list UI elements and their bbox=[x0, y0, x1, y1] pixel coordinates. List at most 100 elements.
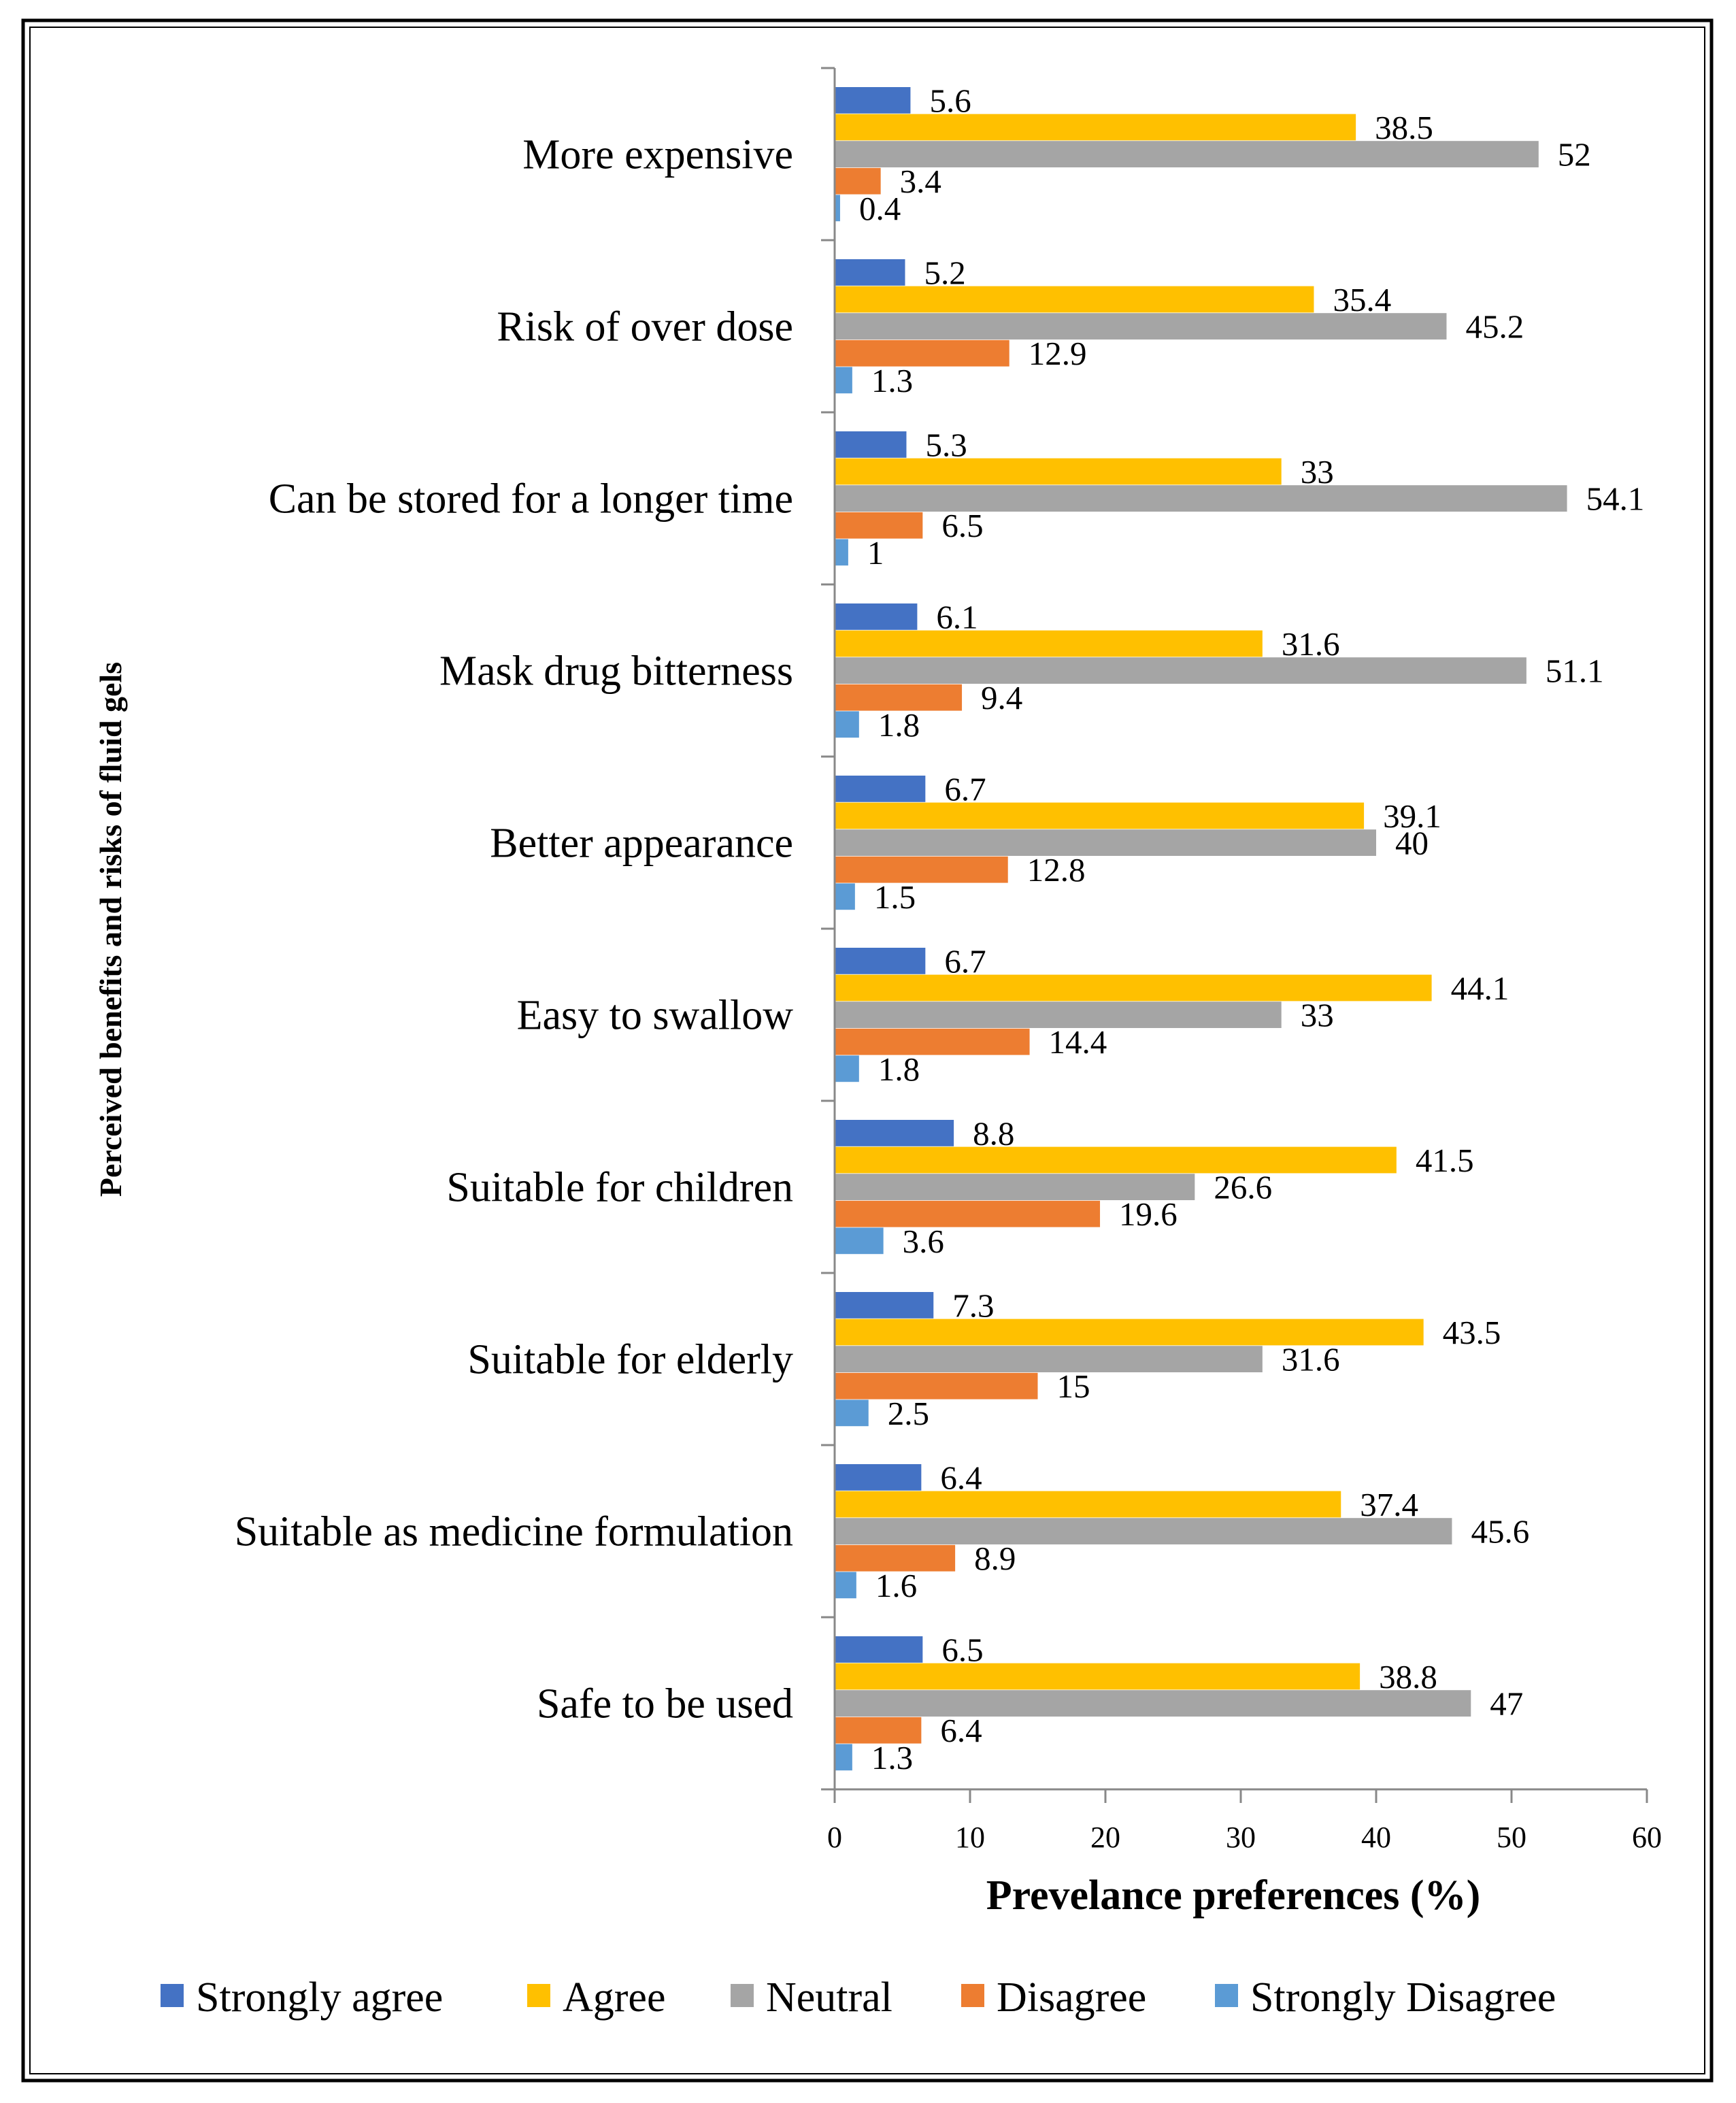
bar-4-2 bbox=[835, 539, 848, 566]
bar-3-6 bbox=[835, 1200, 1101, 1227]
legend-swatch-4 bbox=[1215, 1984, 1238, 2007]
x-tick-label-6: 60 bbox=[1632, 1821, 1662, 1854]
data-label-2-4: 40 bbox=[1395, 825, 1429, 862]
bar-0-7 bbox=[835, 1292, 934, 1319]
bar-2-8 bbox=[835, 1518, 1452, 1544]
data-label-2-0: 52 bbox=[1558, 136, 1591, 173]
data-label-3-8: 8.9 bbox=[974, 1540, 1016, 1577]
bar-3-8 bbox=[835, 1544, 956, 1572]
legend-swatch-3 bbox=[961, 1984, 984, 2007]
data-label-4-1: 1.3 bbox=[871, 362, 913, 399]
category-label-4: Better appearance bbox=[490, 821, 793, 867]
data-label-1-4: 39.1 bbox=[1383, 797, 1441, 835]
bar-2-2 bbox=[835, 485, 1567, 512]
data-label-2-5: 33 bbox=[1301, 997, 1334, 1034]
bar-4-5 bbox=[835, 1055, 859, 1082]
bar-4-8 bbox=[835, 1572, 856, 1599]
bar-4-0 bbox=[835, 195, 840, 222]
data-label-4-8: 1.6 bbox=[875, 1567, 917, 1604]
bar-1-4 bbox=[835, 802, 1365, 829]
data-label-4-5: 1.8 bbox=[878, 1050, 920, 1088]
data-label-0-3: 6.1 bbox=[936, 598, 978, 635]
category-label-1: Risk of over dose bbox=[497, 304, 793, 350]
data-label-3-7: 15 bbox=[1057, 1368, 1090, 1405]
data-label-1-7: 43.5 bbox=[1443, 1314, 1501, 1351]
data-label-0-6: 8.8 bbox=[973, 1114, 1014, 1152]
bar-0-5 bbox=[835, 948, 926, 974]
bar-3-9 bbox=[835, 1717, 922, 1744]
data-label-0-4: 6.7 bbox=[944, 770, 986, 808]
data-label-4-9: 1.3 bbox=[871, 1739, 913, 1776]
legend-label-3: Disagree bbox=[997, 1974, 1146, 2021]
x-tick-label-3: 30 bbox=[1226, 1821, 1256, 1854]
data-label-0-5: 6.7 bbox=[944, 942, 986, 980]
bar-3-1 bbox=[835, 340, 1009, 367]
legend-swatch-2 bbox=[731, 1984, 754, 2007]
bar-4-9 bbox=[835, 1744, 852, 1771]
data-label-0-9: 6.5 bbox=[941, 1631, 983, 1668]
data-label-4-7: 2.5 bbox=[888, 1395, 929, 1432]
x-tick-label-5: 50 bbox=[1497, 1821, 1526, 1854]
data-label-3-4: 12.8 bbox=[1027, 851, 1086, 889]
bar-1-2 bbox=[835, 458, 1282, 485]
data-label-3-6: 19.6 bbox=[1119, 1195, 1178, 1233]
data-label-1-6: 41.5 bbox=[1416, 1142, 1474, 1179]
bar-0-9 bbox=[835, 1636, 923, 1663]
legend-swatch-0 bbox=[161, 1984, 184, 2007]
data-label-3-5: 14.4 bbox=[1049, 1023, 1107, 1061]
data-label-0-1: 5.2 bbox=[924, 254, 965, 291]
data-label-2-7: 31.6 bbox=[1282, 1341, 1340, 1378]
category-label-8: Suitable as medicine formulation bbox=[235, 1509, 793, 1555]
bar-0-4 bbox=[835, 776, 926, 802]
x-axis-title: Prevelance preferences (%) bbox=[986, 1872, 1480, 1919]
bar-4-1 bbox=[835, 367, 852, 394]
data-label-0-7: 7.3 bbox=[952, 1287, 994, 1324]
bar-1-5 bbox=[835, 974, 1432, 1001]
bar-1-3 bbox=[835, 630, 1263, 657]
labels-layer: 5.6 38.5 52 3.40.4 More expensive 5.2 35.4 45.2… bbox=[235, 82, 1662, 1854]
data-label-4-6: 3.6 bbox=[903, 1223, 944, 1260]
x-tick-label-1: 10 bbox=[955, 1821, 985, 1854]
data-label-0-8: 6.4 bbox=[940, 1459, 982, 1496]
bar-2-5 bbox=[835, 1001, 1282, 1028]
legend-label-0: Strongly agree bbox=[196, 1974, 443, 2021]
data-label-3-0: 3.4 bbox=[900, 163, 941, 200]
data-label-3-1: 12.9 bbox=[1029, 335, 1087, 372]
bar-0-0 bbox=[835, 87, 911, 114]
bar-1-7 bbox=[835, 1319, 1424, 1346]
bar-0-6 bbox=[835, 1120, 954, 1146]
category-label-2: Can be stored for a longer time bbox=[269, 476, 793, 523]
bars-layer bbox=[835, 87, 1567, 1771]
x-tick-label-2: 20 bbox=[1090, 1821, 1120, 1854]
bar-4-4 bbox=[835, 883, 855, 910]
data-label-4-4: 1.5 bbox=[874, 878, 916, 916]
bar-2-1 bbox=[835, 313, 1447, 340]
data-label-1-9: 38.8 bbox=[1379, 1658, 1437, 1695]
data-label-1-1: 35.4 bbox=[1333, 281, 1391, 318]
data-label-2-6: 26.6 bbox=[1214, 1169, 1272, 1206]
bar-0-2 bbox=[835, 431, 907, 458]
bar-2-9 bbox=[835, 1690, 1471, 1717]
bar-0-3 bbox=[835, 603, 918, 630]
bar-1-6 bbox=[835, 1146, 1397, 1174]
data-label-1-2: 33 bbox=[1301, 453, 1334, 491]
data-label-3-3: 9.4 bbox=[981, 679, 1022, 716]
bar-3-4 bbox=[835, 856, 1008, 883]
data-label-0-0: 5.6 bbox=[929, 82, 971, 119]
legend: Strongly agree Agree Neutral Disagree Strong… bbox=[161, 1974, 1556, 2021]
data-label-1-3: 31.6 bbox=[1282, 625, 1340, 663]
data-label-2-3: 51.1 bbox=[1546, 652, 1604, 690]
category-label-9: Safe to be used bbox=[537, 1681, 793, 1727]
legend-label-1: Agree bbox=[563, 1974, 665, 2021]
data-label-0-2: 5.3 bbox=[925, 426, 967, 463]
category-label-3: Mask drug bitterness bbox=[439, 648, 793, 695]
data-label-2-1: 45.2 bbox=[1465, 308, 1524, 346]
data-label-4-2: 1 bbox=[867, 534, 884, 572]
bar-2-3 bbox=[835, 657, 1526, 684]
data-label-2-8: 45.6 bbox=[1471, 1513, 1529, 1551]
bar-1-8 bbox=[835, 1491, 1341, 1518]
bar-3-2 bbox=[835, 512, 923, 539]
bar-3-7 bbox=[835, 1372, 1038, 1400]
data-label-4-3: 1.8 bbox=[878, 706, 920, 744]
